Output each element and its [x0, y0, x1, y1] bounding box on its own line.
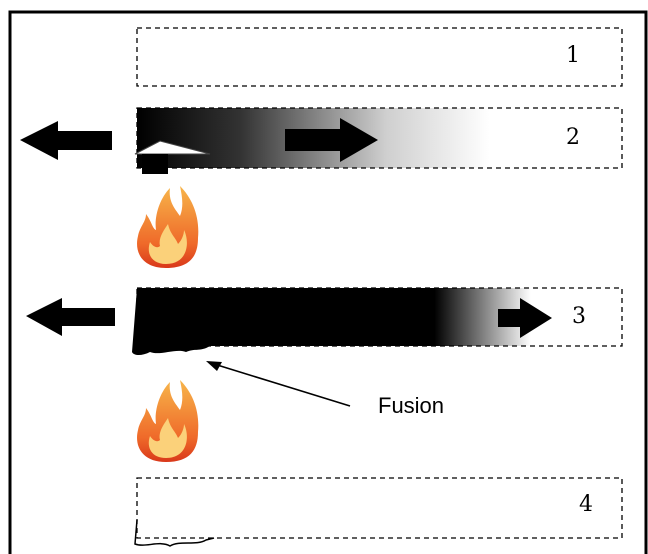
left-arrow-icon — [26, 298, 115, 336]
left-arrow-icon — [20, 121, 112, 160]
fire-icon — [137, 186, 199, 268]
fusion-pointer-arrow — [206, 361, 351, 407]
panel-4 — [136, 477, 623, 539]
right-arrow-icon — [285, 118, 378, 162]
panel-3 — [136, 287, 623, 347]
panel-1-label: 1 — [566, 43, 580, 68]
fusion-label: Fusion — [378, 393, 445, 418]
outer-frame — [8, 10, 648, 554]
right-arrow-icon — [498, 298, 552, 338]
panel-1 — [136, 27, 623, 87]
panel-3-label: 3 — [572, 304, 586, 329]
panel-2-label: 2 — [566, 125, 580, 150]
fire-icon — [137, 380, 199, 462]
heat-tool-icon — [134, 140, 211, 174]
panel-4-fused-edge — [134, 519, 215, 547]
panel-3-fused-region — [132, 288, 552, 355]
panel-4-label: 4 — [579, 492, 593, 517]
panel-2 — [136, 107, 623, 169]
